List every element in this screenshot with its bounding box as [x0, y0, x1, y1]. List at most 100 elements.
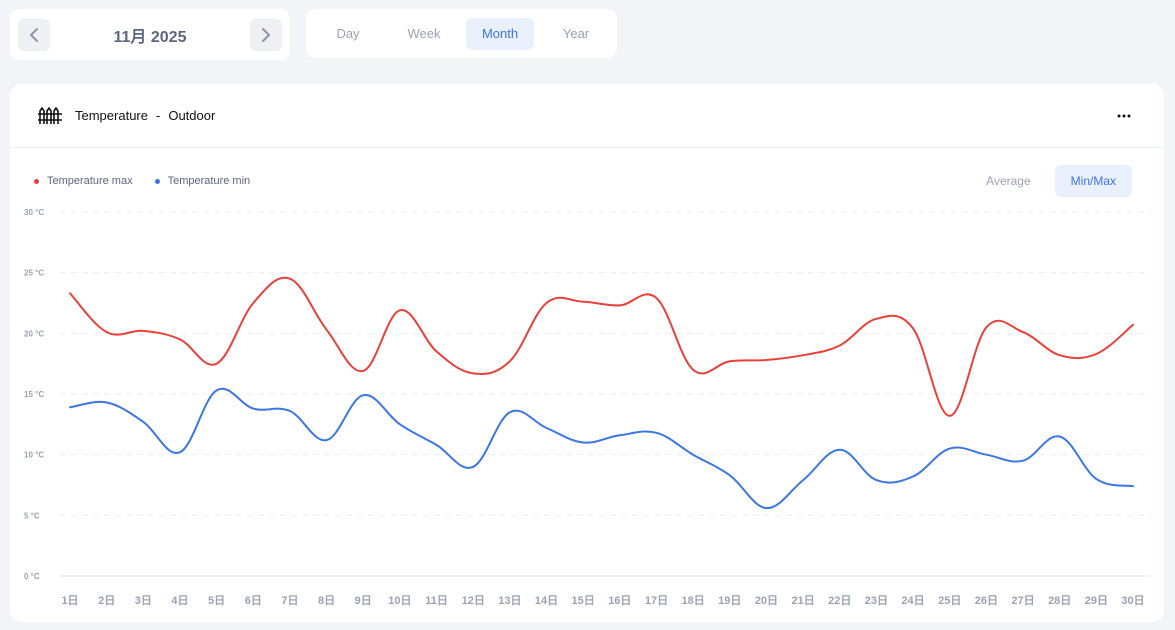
data-point-min[interactable] [980, 449, 992, 461]
data-point-min[interactable] [687, 449, 699, 461]
data-point-min[interactable] [650, 427, 662, 439]
data-point-min[interactable] [834, 444, 846, 456]
next-month-button[interactable] [250, 18, 282, 51]
tab-month[interactable]: Month [466, 17, 534, 50]
data-point-max[interactable] [284, 273, 296, 285]
tab-week[interactable]: Week [407, 26, 441, 41]
x-tick-label: 22日 [828, 594, 851, 607]
card-subtitle: Outdoor [168, 108, 216, 123]
data-point-max[interactable] [614, 299, 626, 311]
x-axis-ticks: 1日 2日 3日 4日 5日 6日 7日 8日 9日 10日 11日 12日 13日 14日 15日 16日 1… [61, 594, 1144, 607]
data-point-min[interactable] [1017, 455, 1029, 467]
data-point-max[interactable] [504, 355, 516, 367]
x-tick-label: 24日 [901, 594, 924, 607]
mode-tab-minmax[interactable]: Min/Max [1054, 165, 1132, 197]
previous-month-button[interactable] [18, 18, 50, 51]
current-month-label: 11月 2025 [113, 28, 187, 46]
data-point-max[interactable] [760, 354, 772, 366]
data-point-max[interactable] [64, 287, 76, 299]
data-point-max[interactable] [687, 364, 699, 376]
data-point-min[interactable] [247, 403, 259, 415]
data-point-max[interactable] [724, 355, 736, 367]
data-point-max[interactable] [1054, 349, 1066, 361]
x-tick-label: 20日 [755, 594, 778, 607]
series-line-max[interactable] [69, 276, 1134, 417]
data-point-min[interactable] [467, 461, 479, 473]
data-point-min[interactable] [174, 446, 186, 458]
x-tick-label: 27日 [1011, 594, 1034, 607]
data-point-min[interactable] [64, 401, 76, 413]
x-tick-label: 7日 [281, 594, 298, 607]
tab-day[interactable]: Day [336, 26, 360, 41]
y-axis-ticks: 0 °C 5 °C 10 °C 15 °C 20 °C 25 °C 30 °C [24, 208, 44, 581]
data-point-min[interactable] [577, 437, 589, 449]
data-point-min[interactable] [284, 405, 296, 417]
data-point-max[interactable] [944, 410, 956, 422]
data-point-max[interactable] [907, 322, 919, 334]
x-tick-label: 3日 [135, 594, 152, 607]
data-point-max[interactable] [650, 292, 662, 304]
data-point-max[interactable] [101, 326, 113, 338]
data-point-min[interactable] [137, 416, 149, 428]
x-tick-label: 13日 [498, 594, 521, 607]
data-point-min[interactable] [394, 418, 406, 430]
data-point-min[interactable] [321, 434, 333, 446]
data-point-min[interactable] [1054, 430, 1066, 442]
data-point-max[interactable] [980, 321, 992, 333]
data-point-min[interactable] [760, 502, 772, 514]
data-point-max[interactable] [797, 349, 809, 361]
card-title-separator: - [155, 108, 161, 123]
data-point-max[interactable] [357, 365, 369, 377]
data-point-max[interactable] [1127, 319, 1139, 331]
chevron-right-icon [262, 27, 270, 42]
data-point-min[interactable] [944, 443, 956, 455]
x-tick-label: 18日 [682, 594, 705, 607]
x-tick-label: 8日 [318, 594, 335, 607]
data-point-min[interactable] [541, 422, 553, 434]
data-point-max[interactable] [394, 304, 406, 316]
data-point-min[interactable] [724, 469, 736, 481]
data-point-max[interactable] [211, 358, 223, 370]
x-tick-label: 6日 [245, 594, 262, 607]
mode-tab-average[interactable]: Average [986, 174, 1031, 188]
x-tick-label: 19日 [718, 594, 741, 607]
data-point-min[interactable] [101, 396, 113, 408]
series-line-min[interactable] [69, 387, 1134, 510]
x-tick-label: 5日 [208, 594, 225, 607]
data-point-max[interactable] [541, 297, 553, 309]
data-point-max[interactable] [137, 325, 149, 337]
data-point-max[interactable] [834, 339, 846, 351]
data-point-min[interactable] [504, 406, 516, 418]
y-tick-label: 20 °C [24, 329, 44, 338]
data-point-max[interactable] [870, 313, 882, 325]
tab-year[interactable]: Year [562, 26, 590, 41]
data-point-min[interactable] [1090, 473, 1102, 485]
data-point-min[interactable] [211, 384, 223, 396]
x-tick-label: 10日 [388, 594, 411, 607]
data-point-max[interactable] [577, 296, 589, 308]
data-point-max[interactable] [247, 297, 259, 309]
series-layer [64, 273, 1139, 514]
card-title: Temperature - Outdoor [75, 108, 215, 123]
data-point-min[interactable] [907, 471, 919, 483]
data-point-min[interactable] [614, 429, 626, 441]
data-point-max[interactable] [467, 367, 479, 379]
data-point-max[interactable] [1090, 348, 1102, 360]
legend-item-max[interactable]: Temperature max [34, 175, 133, 187]
data-point-max[interactable] [1017, 326, 1029, 338]
data-point-min[interactable] [797, 474, 809, 486]
y-tick-label: 5 °C [24, 511, 40, 520]
data-point-min[interactable] [870, 474, 882, 486]
x-tick-label: 29日 [1085, 594, 1108, 607]
x-tick-label: 12日 [462, 594, 485, 607]
data-point-max[interactable] [174, 333, 186, 345]
legend-item-min[interactable]: Temperature min [154, 175, 250, 187]
data-point-max[interactable] [321, 324, 333, 336]
data-point-min[interactable] [357, 389, 369, 401]
data-point-max[interactable] [431, 346, 443, 358]
more-options-button[interactable] [1114, 106, 1134, 126]
data-point-min[interactable] [1127, 480, 1139, 492]
data-point-min[interactable] [431, 439, 443, 451]
temperature-chart: 0 °C 5 °C 10 °C 15 °C 20 °C 25 °C 30 °C 1日 2日 3日… [24, 208, 1150, 607]
x-tick-label: 23日 [865, 594, 888, 607]
